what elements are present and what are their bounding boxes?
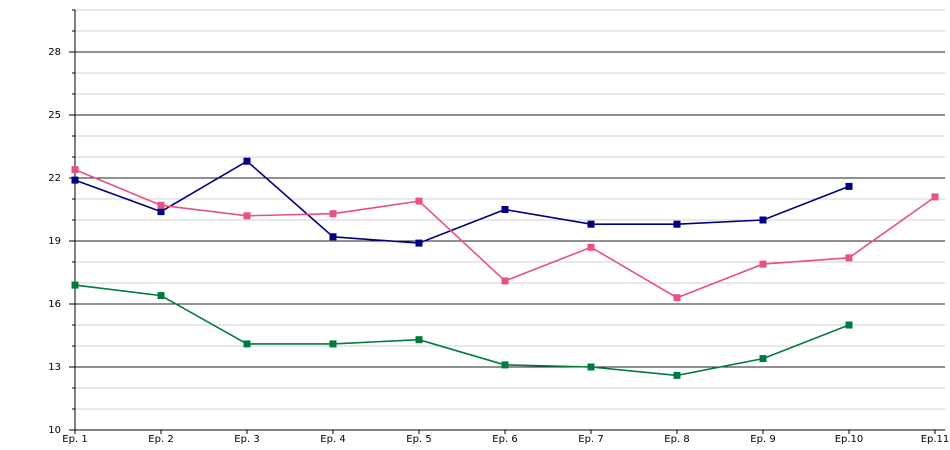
y-tick-label: 13 [48,362,61,373]
point [157,292,165,300]
point [415,336,423,344]
point [587,220,595,228]
point [845,321,853,329]
x-tick-label: Ep. 6 [492,434,517,445]
point [243,157,251,165]
point [501,361,509,369]
point [587,243,595,251]
point [329,340,337,348]
x-tick-label: Ep. 4 [320,434,345,445]
point [243,212,251,220]
point [243,340,251,348]
point [501,206,509,213]
point [931,193,939,201]
x-tick-label: Ep. 2 [148,434,173,445]
y-tick-label: 25 [48,110,61,121]
series-line [74,160,850,244]
point [673,220,681,228]
x-tick-label: Ep. 8 [664,434,689,445]
point [415,197,423,205]
y-tick-label: 22 [48,173,61,184]
y-tick-label: 10 [48,425,61,436]
x-tick-label: Ep. 1 [62,434,87,445]
point [71,166,79,174]
point [845,182,853,190]
point [759,216,767,224]
y-tick-label: 16 [48,299,61,310]
point [501,277,509,285]
point [673,294,681,302]
point [845,254,853,262]
x-tick-label: Ep.11 [921,434,950,445]
x-tick-label: Ep. 5 [406,434,431,445]
point [329,210,337,218]
point [673,371,681,379]
x-tick-label: Ep. 7 [578,434,603,445]
y-tick-label: 28 [48,47,61,58]
x-tick-label: Ep. 9 [750,434,775,445]
point [71,281,79,289]
x-tick-label: Ep.10 [835,434,864,445]
y-tick-label: 19 [48,236,61,247]
point [415,239,423,247]
point [587,363,595,371]
x-tick-label: Ep. 3 [234,434,259,445]
point [157,208,165,216]
point [759,355,767,363]
point [759,260,767,268]
series-line [74,284,850,377]
point [157,201,165,209]
point [71,176,79,184]
point [329,233,337,241]
